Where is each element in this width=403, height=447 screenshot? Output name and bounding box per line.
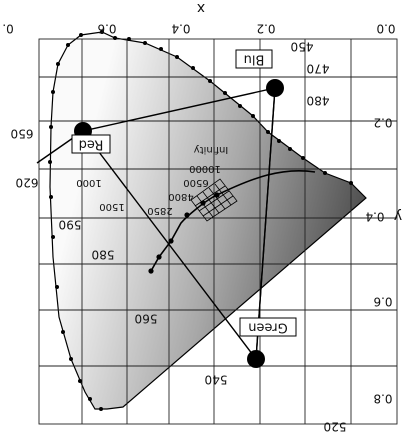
locus-point [266, 130, 270, 134]
white-point-grid [190, 178, 238, 222]
locus-point [148, 268, 154, 274]
locus-point [214, 192, 220, 198]
locus-point [156, 254, 162, 260]
temperature-label: 1500 [99, 201, 124, 212]
wavelength-label: 520 [324, 420, 347, 434]
locus-point [61, 330, 65, 334]
wavelength-label: 620 [16, 176, 39, 190]
locus-point [323, 171, 327, 175]
green-label-box [239, 317, 297, 337]
y-tick-label: 0.8 [373, 392, 392, 406]
locus-point [49, 195, 53, 199]
locus-point [184, 212, 190, 218]
locus-point [127, 37, 131, 41]
temperature-label: Infinity [194, 144, 229, 155]
locus-point [51, 90, 55, 94]
locus-point [88, 397, 92, 401]
labels: x y 0.6 0.4 0.2 0.0 0. 0.2 0.4 0.6 0.8 B… [2, 0, 402, 434]
temperature-label: 4800 [168, 191, 193, 202]
wavelength-label: 650 [11, 127, 34, 141]
blue-label-box [235, 49, 273, 69]
y-tick-label: 0.2 [373, 116, 392, 130]
locus-point [208, 79, 212, 83]
wavelength-label: 470 [307, 62, 330, 76]
locus-point [238, 104, 242, 108]
green-primary-label: Green [248, 320, 287, 335]
plot-frame [38, 38, 398, 425]
locus-point [349, 181, 353, 185]
hatched-lines [194, 183, 234, 218]
hatched-patch [190, 178, 238, 222]
y-tick-label: 0.4 [365, 210, 384, 224]
blue-primary-label: Blu [244, 52, 265, 67]
locus-point [223, 91, 227, 95]
x-tick-label: 0.4 [171, 22, 190, 36]
wavelength-label: 480 [307, 94, 330, 108]
locus-point [99, 407, 103, 411]
wavelength-label: 560 [135, 312, 158, 326]
x-tick-label: 0.2 [256, 22, 275, 36]
locus-point [288, 147, 292, 151]
red-label-box [71, 134, 111, 154]
locus-point [159, 47, 163, 51]
y-axis-label: y [394, 208, 402, 224]
x-tick-fragment: 0. [2, 22, 13, 36]
locus-point [51, 235, 55, 239]
diagram-rotated [36, 30, 398, 425]
locus-point [55, 285, 59, 289]
locus-point [168, 238, 174, 244]
locus-point [48, 160, 52, 164]
locus-points [48, 30, 353, 411]
locus-point [49, 125, 53, 129]
y-tick-label: 0.6 [373, 295, 392, 309]
x-tick-label: 0.0 [376, 22, 395, 36]
locus-point [100, 30, 104, 34]
x-tick-label: 0.6 [97, 22, 116, 36]
wavelength-label: 590 [59, 218, 82, 232]
locus-point [301, 156, 305, 160]
x-axis-label: x [197, 0, 205, 16]
planckian-locus-curve [150, 169, 316, 272]
temperature-label: 2850 [147, 205, 172, 216]
locus-point [78, 379, 82, 383]
locus-point [251, 114, 255, 118]
temperature-label: 1000 [76, 177, 101, 188]
wavelength-label: 580 [92, 248, 115, 262]
temperature-label: 6500 [183, 177, 208, 188]
temperature-label: 10000 [189, 163, 221, 174]
locus-point [113, 36, 117, 40]
locus-point [66, 43, 70, 47]
locus-point [277, 139, 281, 143]
locus-point [69, 357, 73, 361]
locus-point [143, 41, 147, 45]
locus-point [56, 62, 60, 66]
red-primary-label: Red [79, 137, 104, 152]
locus-point [191, 66, 195, 70]
wavelength-label: 540 [205, 373, 228, 387]
locus-point [175, 55, 179, 59]
locus-point [79, 33, 83, 37]
gamut-edge [255, 87, 276, 360]
wavelength-label: 450 [291, 40, 314, 54]
